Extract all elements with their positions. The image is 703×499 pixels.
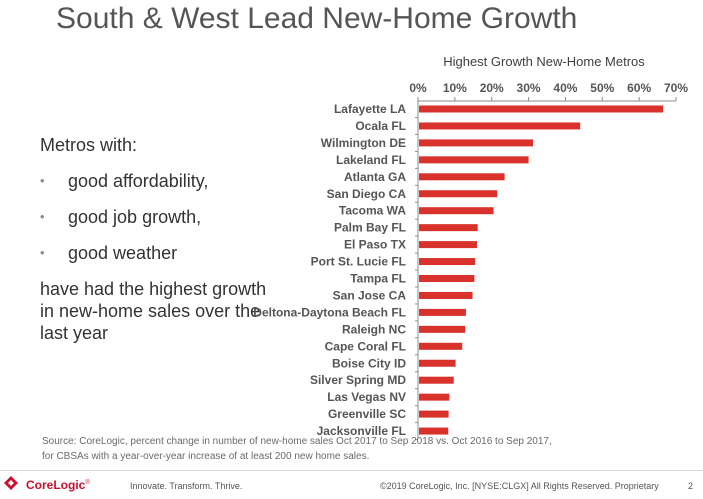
bar (419, 427, 449, 435)
bar (419, 190, 498, 198)
category-label: Palm Bay FL (334, 221, 406, 235)
logo-text: CoreLogic® (26, 478, 90, 492)
category-label: Lakeland FL (336, 153, 406, 167)
bar (419, 156, 529, 164)
bar (419, 376, 454, 384)
bullet-text: good weather (68, 243, 178, 263)
corelogic-logo-icon (4, 476, 18, 490)
bar (419, 241, 477, 249)
bullet-dot: • (40, 245, 45, 260)
source-note: Source: CoreLogic, percent change in num… (42, 436, 552, 462)
x-tick-label: 10% (443, 81, 467, 95)
bar (419, 173, 505, 181)
category-label: Deltona-Daytona Beach FL (253, 305, 406, 319)
footer-bar: CoreLogic® Innovate. Transform. Thrive. … (0, 470, 703, 499)
bar (419, 105, 664, 113)
bar (419, 325, 466, 333)
category-label: Raleigh NC (342, 322, 406, 336)
category-label: Lafayette LA (334, 102, 406, 116)
x-tick-label: 60% (627, 81, 651, 95)
footer-tagline: Innovate. Transform. Thrive. (130, 481, 243, 491)
slide-title: South & West Lead New-Home Growth (56, 2, 578, 35)
category-label: Greenville SC (328, 407, 406, 421)
bullet-item: • good weather (40, 242, 270, 264)
bullet-dot: • (40, 173, 45, 188)
category-label: San Diego CA (327, 187, 407, 201)
category-label: Cape Coral FL (325, 339, 406, 353)
bar (419, 224, 478, 232)
bar (419, 308, 466, 316)
panel-outro: have had the highest growth in new-home … (40, 279, 267, 343)
category-label: El Paso TX (344, 238, 406, 252)
category-label: Port St. Lucie FL (311, 255, 406, 269)
x-tick-label: 40% (553, 81, 577, 95)
bar (419, 122, 581, 130)
bar (419, 139, 533, 147)
page-number: 2 (688, 481, 694, 491)
x-tick-label: 30% (517, 81, 541, 95)
bullet-text: good affordability, (68, 171, 209, 191)
bar (419, 291, 473, 299)
left-panel: Metros with: • good affordability, • goo… (40, 134, 270, 362)
category-label: Atlanta GA (344, 170, 406, 184)
bullet-item: • good job growth, (40, 206, 270, 228)
bar (419, 258, 476, 266)
chart-title: Highest Growth New-Home Metros (443, 54, 645, 69)
bullet-list: • good affordability, • good job growth,… (40, 170, 270, 264)
bar (419, 359, 456, 367)
category-label: Tacoma WA (339, 204, 406, 218)
x-tick-label: 20% (480, 81, 504, 95)
footer-copyright: ©2019 CoreLogic, Inc. [NYSE:CLGX] All Ri… (380, 481, 659, 491)
bullet-text: good job growth, (68, 207, 202, 227)
bullet-dot: • (40, 209, 45, 224)
bar (419, 275, 475, 282)
category-label: Jacksonville FL (317, 424, 406, 438)
category-label: Tampa FL (350, 272, 406, 286)
panel-intro: Metros with: (40, 135, 138, 155)
bar (419, 342, 463, 350)
bullet-item: • good affordability, (40, 170, 270, 192)
category-label: Boise City ID (332, 356, 406, 370)
category-label: Wilmington DE (321, 136, 406, 150)
x-tick-label: 50% (590, 81, 614, 95)
category-label: Las Vegas NV (327, 390, 406, 404)
x-tick-label: 0% (409, 81, 427, 95)
category-label: Silver Spring MD (310, 373, 406, 387)
bar (419, 393, 450, 401)
bar (419, 207, 494, 215)
category-label: Ocala FL (355, 119, 406, 133)
category-label: San Jose CA (333, 288, 407, 302)
x-tick-label: 70% (664, 81, 688, 95)
bar-chart: Highest Growth New-Home Metros 0% 10% 20% 30… (253, 54, 688, 441)
bar (419, 410, 449, 418)
